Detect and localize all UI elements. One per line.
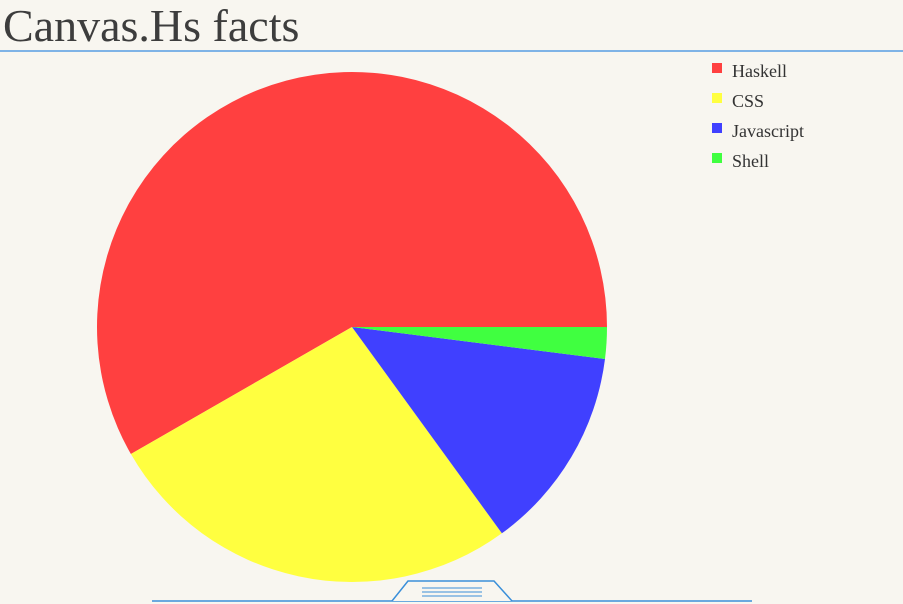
legend-swatch [712,153,722,163]
pie-slice-css [130,327,502,583]
legend-label: CSS [732,91,765,111]
pie-slice-javascript [352,327,605,534]
legend-label: Shell [732,151,770,171]
legend-item-haskell: Haskell [712,60,804,90]
chart-legend: Haskell CSS Javascript Shell [712,60,804,180]
legend-item-javascript: Javascript [712,120,804,150]
legend-label: Haskell [732,61,787,81]
pie-slices [97,71,608,583]
legend-label: Javascript [732,121,804,141]
legend-swatch [712,63,722,73]
page-title: Canvas.Hs facts [3,0,300,51]
legend-item-css: CSS [712,90,804,120]
pie-slice-haskell [97,71,608,455]
menu-handle-icon[interactable] [391,580,513,602]
pie-slice-shell [352,327,607,359]
title-divider [0,50,903,52]
legend-swatch [712,123,722,133]
bottom-toolbar [152,580,752,602]
legend-item-shell: Shell [712,150,804,180]
legend-swatch [712,93,722,103]
